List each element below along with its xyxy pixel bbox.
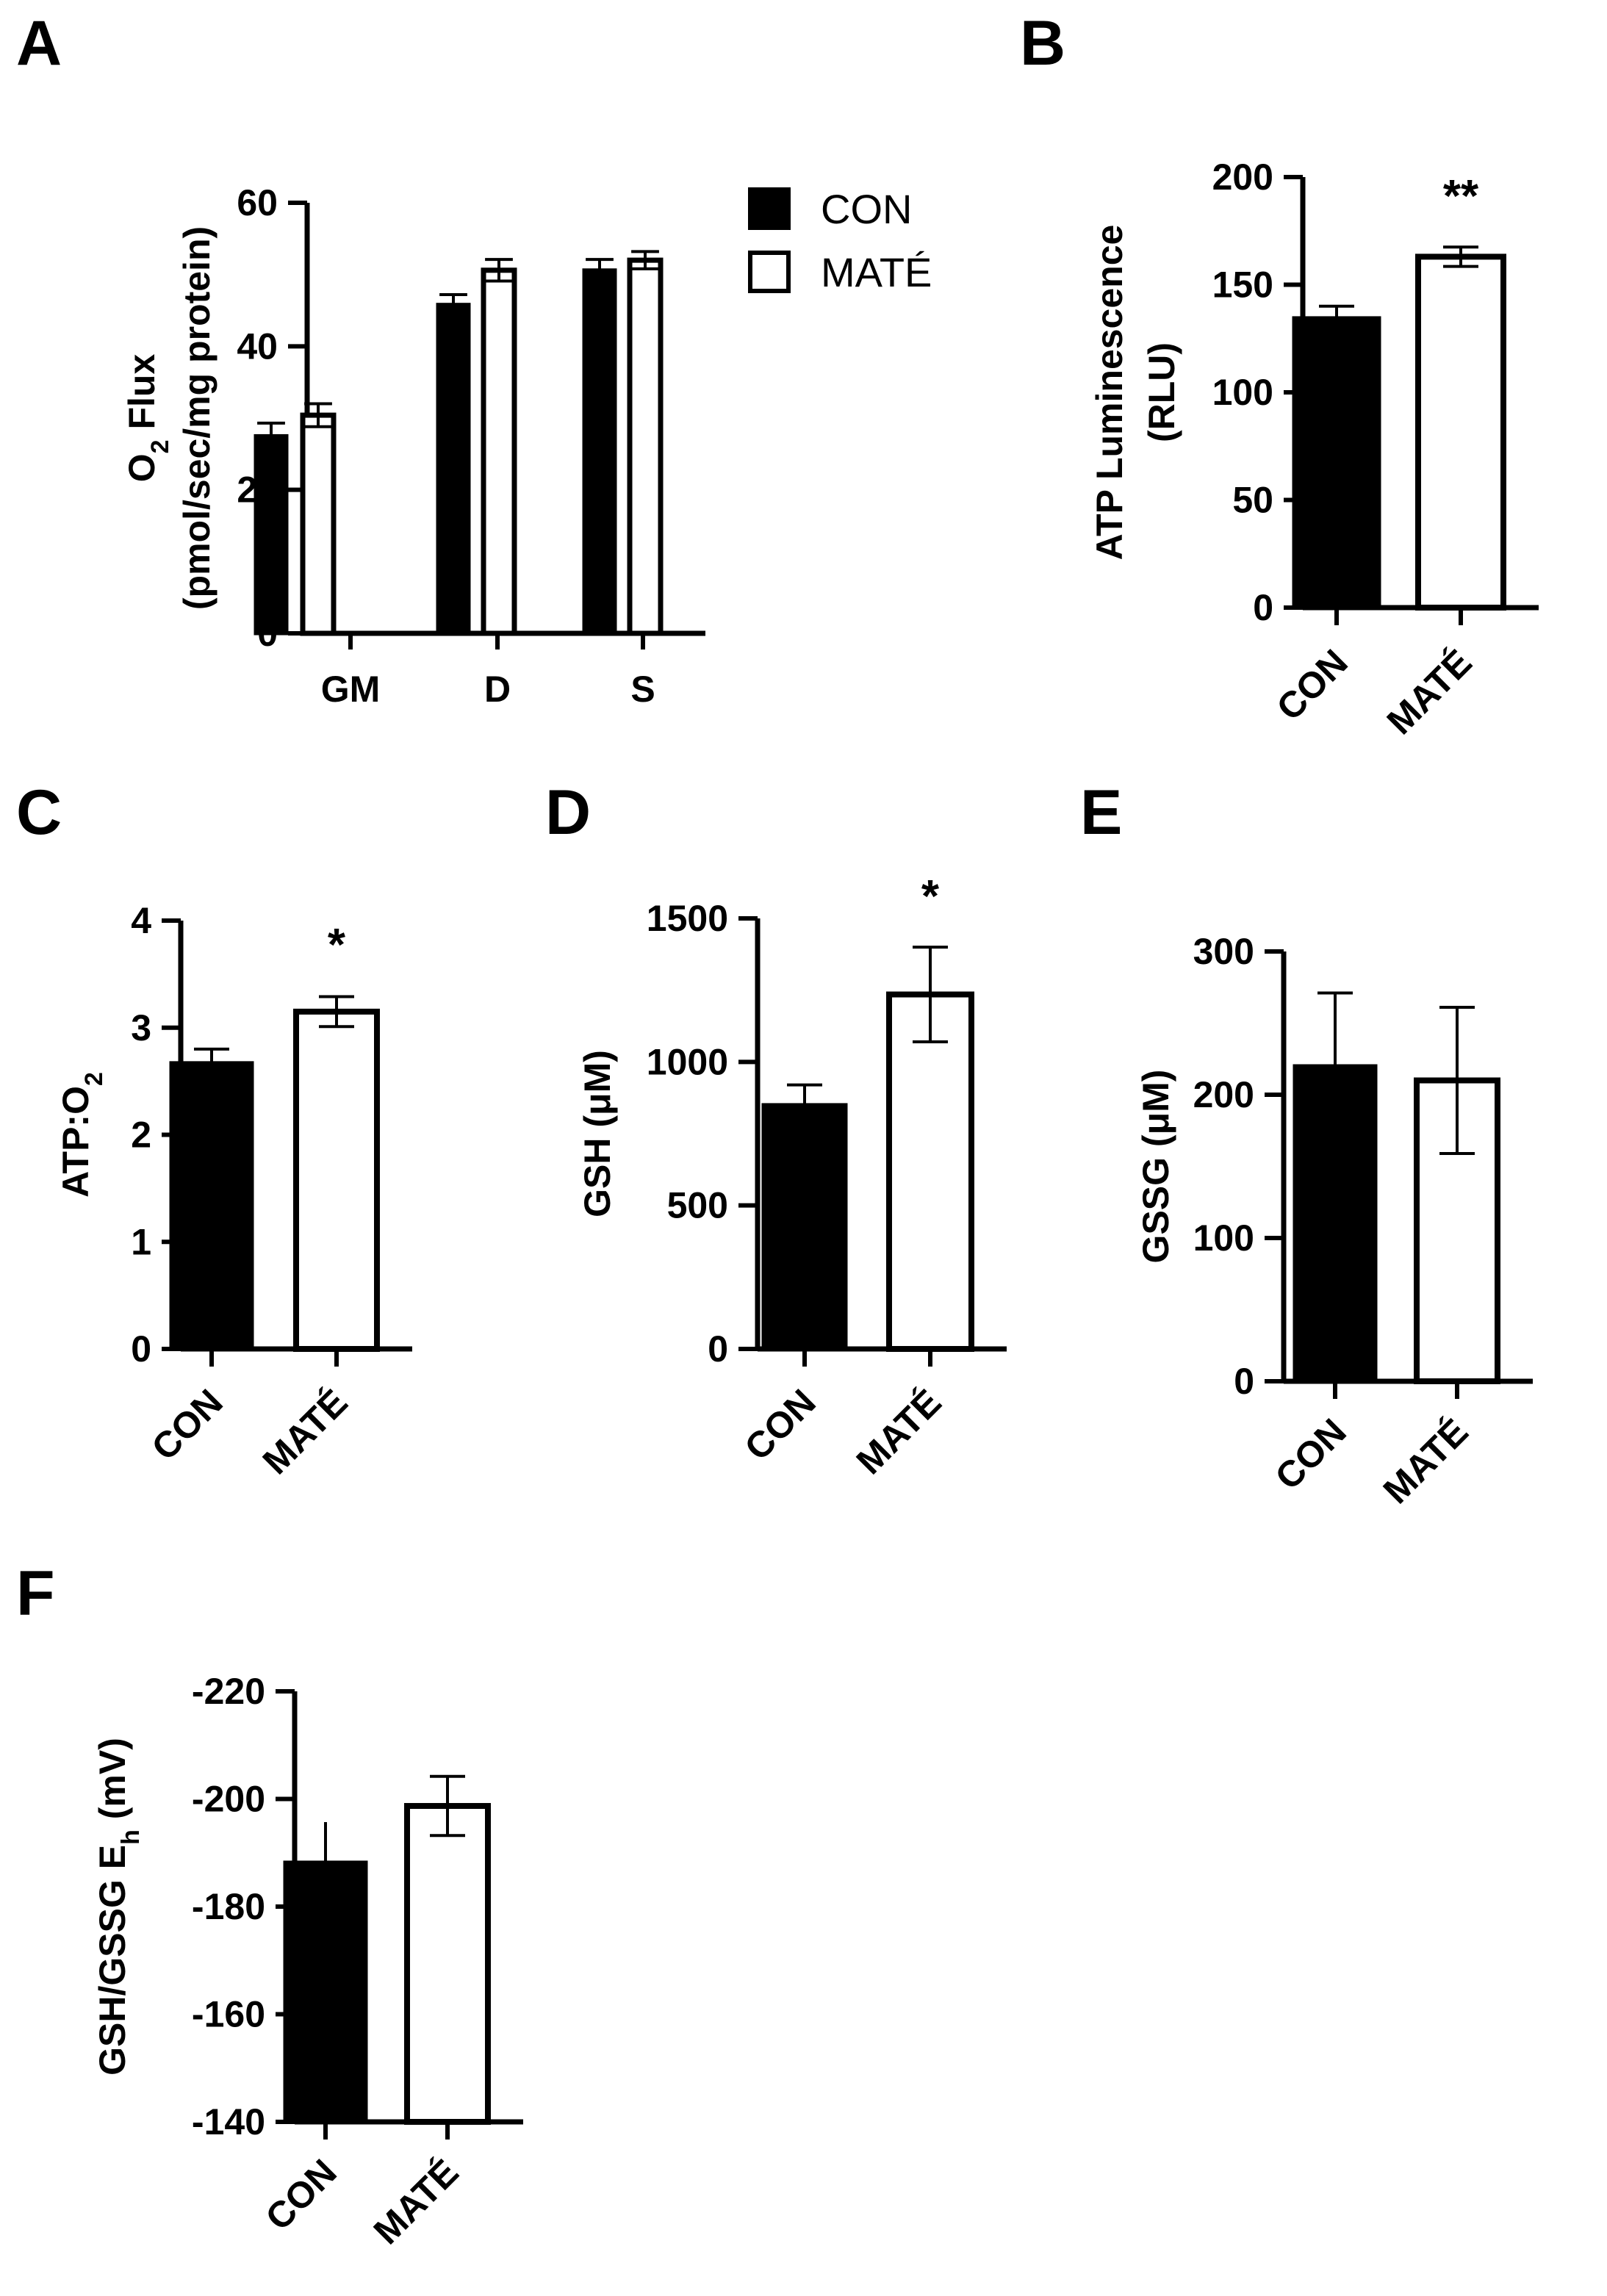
y-axis-label: O2 Flux xyxy=(121,354,174,483)
y-tick-label: 200 xyxy=(1193,1074,1254,1115)
panel-c: C 0 1 2 3 4 ATP:O2 CON MATÉ * xyxy=(16,777,412,1482)
panel-d: D 0 500 1000 1500 GSH (μM) CON MATÉ * xyxy=(545,777,1007,1482)
bar-con xyxy=(254,433,289,636)
y-tick-label: 300 xyxy=(1193,931,1254,972)
y-tick-label: 1000 xyxy=(647,1041,728,1082)
bar-mate xyxy=(293,1008,380,1352)
x-tick-label: CON xyxy=(144,1381,231,1468)
y-tick-label: 1 xyxy=(131,1221,151,1262)
y-tick-label: 200 xyxy=(1212,156,1273,198)
y-tick-label: 500 xyxy=(667,1185,728,1226)
y-tick-label: -220 xyxy=(192,1671,265,1712)
x-tick-label: CON xyxy=(737,1381,824,1468)
y-axis-label: GSH (μM) xyxy=(577,1050,618,1217)
panel-letter: E xyxy=(1080,777,1122,848)
y-tick-label: 40 xyxy=(237,325,278,367)
x-tick-label: MATÉ xyxy=(849,1381,949,1482)
y-tick-label: -160 xyxy=(192,1994,265,2035)
bar-mate xyxy=(1415,253,1506,611)
y-axis-label: GSSG (μM) xyxy=(1135,1070,1176,1264)
y-tick-label: -200 xyxy=(192,1779,265,1820)
legend-swatch xyxy=(748,251,791,293)
y-tick-label: -180 xyxy=(192,1886,265,1927)
bar-mate xyxy=(481,267,517,636)
y-tick-label: -140 xyxy=(192,2101,265,2142)
y-axis-label-line2: (RLU) xyxy=(1141,342,1182,442)
panel-letter: B xyxy=(1020,8,1065,79)
bar-con xyxy=(169,1061,254,1351)
bar-mate xyxy=(886,991,974,1352)
bar-mate xyxy=(404,1803,491,2125)
significance-marker: * xyxy=(921,871,940,922)
x-tick-label: MATÉ xyxy=(1376,1411,1476,1511)
y-tick-label: 0 xyxy=(708,1328,728,1370)
y-axis-label: ATP:O2 xyxy=(55,1072,108,1198)
bar-con xyxy=(582,268,617,636)
panel-letter: F xyxy=(16,1558,55,1629)
bar-mate xyxy=(300,412,337,636)
y-axis-label: ATP Luminescence xyxy=(1089,225,1130,561)
panel-b: B 0 50 100 150 200 ATP Luminescence (RLU) CON MAT… xyxy=(1020,8,1539,742)
y-tick-label: 60 xyxy=(237,182,278,223)
y-tick-label: 150 xyxy=(1212,264,1273,306)
y-tick-label: 0 xyxy=(1234,1361,1254,1402)
y-tick-label: 100 xyxy=(1212,372,1273,413)
y-tick-label: 100 xyxy=(1193,1217,1254,1259)
bar-con xyxy=(1292,316,1381,610)
legend-swatch xyxy=(748,187,791,230)
panel-e: E 0 100 200 300 GSSG (μM) CON MATÉ xyxy=(1080,777,1533,1511)
panel-f: F -140 -160 -180 -200 -220 GSH/GSSG Eh (mV) CON… xyxy=(16,1558,523,2252)
x-tick-label: MATÉ xyxy=(1379,641,1480,742)
x-tick-label: CON xyxy=(258,2151,345,2238)
x-tick-label: MATÉ xyxy=(255,1381,356,1482)
x-tick-label: D xyxy=(484,669,511,710)
charts: A0204060O2 Flux(pmol/sec/mg protein)GMDS… xyxy=(16,8,1539,2252)
legend: CON MATÉ xyxy=(748,186,932,295)
y-axis-label: GSH/GSSG Eh (mV) xyxy=(92,1738,145,2076)
y-tick-label: 3 xyxy=(131,1007,151,1048)
legend-label: CON xyxy=(821,186,912,232)
bar-con xyxy=(761,1103,848,1351)
panel-a: A0204060O2 Flux(pmol/sec/mg protein)GMDS… xyxy=(16,8,932,710)
x-tick-label: S xyxy=(630,669,655,710)
panel-letter: A xyxy=(16,8,62,79)
bar-mate xyxy=(627,257,664,636)
significance-marker: * xyxy=(328,920,346,971)
bar-con xyxy=(436,303,471,636)
y-tick-label: 1500 xyxy=(647,898,728,939)
significance-marker: ** xyxy=(1443,171,1479,222)
y-tick-label: 2 xyxy=(131,1115,151,1156)
x-tick-label: CON xyxy=(1268,1411,1354,1497)
y-axis-label-line2: (pmol/sec/mg protein) xyxy=(176,226,217,610)
x-tick-label: MATÉ xyxy=(366,2151,467,2252)
y-tick-label: 0 xyxy=(1253,587,1273,628)
y-tick-label: 0 xyxy=(131,1328,151,1370)
panel-letter: D xyxy=(545,777,591,848)
x-tick-label: GM xyxy=(321,669,381,710)
y-tick-label: 50 xyxy=(1232,480,1273,521)
y-tick-label: 4 xyxy=(131,900,151,941)
panel-letter: C xyxy=(16,777,62,848)
legend-label: MATÉ xyxy=(821,249,932,295)
x-tick-label: CON xyxy=(1269,641,1356,728)
